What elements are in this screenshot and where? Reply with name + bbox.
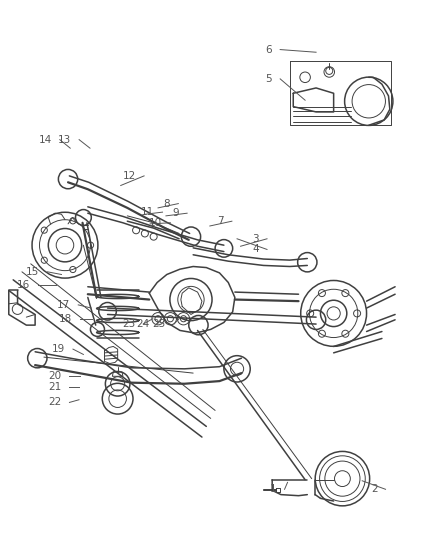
Text: 15: 15 (26, 267, 39, 277)
Text: 23: 23 (122, 319, 135, 329)
Text: 17: 17 (57, 300, 70, 310)
Text: 7: 7 (217, 216, 223, 226)
Text: 18: 18 (59, 314, 72, 324)
Text: 5: 5 (265, 74, 272, 84)
Text: 1: 1 (269, 484, 276, 494)
Text: 3: 3 (252, 234, 258, 244)
Text: 12: 12 (123, 171, 136, 181)
Text: 16: 16 (17, 280, 30, 290)
Text: 20: 20 (48, 372, 61, 381)
Text: 4: 4 (252, 245, 258, 254)
Text: 21: 21 (48, 382, 61, 392)
Text: 8: 8 (163, 199, 170, 208)
Text: 2: 2 (370, 484, 377, 494)
Text: 6: 6 (265, 45, 272, 54)
Text: 10: 10 (149, 218, 162, 228)
Text: 13: 13 (58, 135, 71, 144)
Text: 11: 11 (141, 207, 154, 217)
Text: 22: 22 (48, 398, 61, 407)
Text: 19: 19 (52, 344, 65, 354)
Text: 9: 9 (172, 208, 179, 218)
Text: 14: 14 (39, 135, 52, 144)
Text: 24: 24 (136, 319, 149, 329)
Text: 25: 25 (152, 319, 166, 329)
